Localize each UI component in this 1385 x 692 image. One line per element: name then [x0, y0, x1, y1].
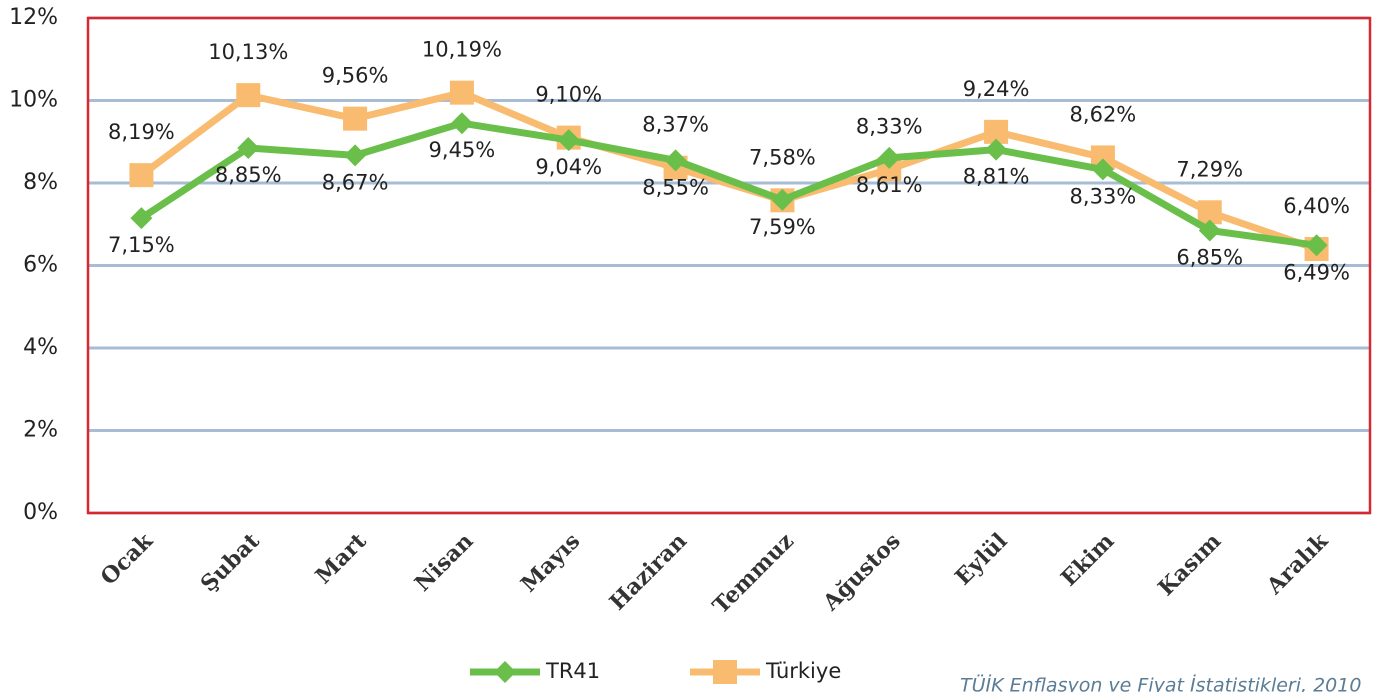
- data-label: 8,33%: [856, 114, 923, 138]
- marker: [985, 138, 1008, 161]
- x-tick-label: Haziran: [605, 528, 692, 615]
- y-tick-label: 10%: [9, 88, 58, 113]
- source-note: TÜİK Enflasyon ve Fiyat İstatistikleri, …: [960, 674, 1361, 692]
- marker: [713, 660, 737, 684]
- marker: [557, 129, 580, 152]
- x-tick-label: Ağustos: [817, 528, 905, 616]
- marker: [1305, 234, 1328, 257]
- y-tick-label: 12%: [9, 5, 58, 30]
- x-tick-label: Eylül: [950, 528, 1012, 590]
- marker: [878, 146, 901, 169]
- data-label: 6,49%: [1283, 260, 1350, 284]
- x-tick-label: Nisan: [410, 528, 479, 597]
- marker: [449, 80, 474, 105]
- x-tick-label: Ocak: [96, 528, 159, 591]
- data-label: 7,59%: [749, 215, 816, 239]
- data-label: 10,19%: [422, 38, 502, 62]
- series-line: [139, 119, 1318, 249]
- y-tick-label: 0%: [23, 500, 58, 525]
- y-tick-label: 2%: [23, 418, 58, 443]
- data-label: 9,04%: [535, 155, 602, 179]
- marker: [1198, 219, 1221, 242]
- data-label: 8,61%: [856, 173, 923, 197]
- data-label: 7,29%: [1176, 157, 1243, 181]
- marker: [129, 163, 154, 188]
- y-tick-label: 6%: [23, 253, 58, 278]
- data-label: 8,81%: [963, 165, 1030, 189]
- x-tick-label: Mayıs: [516, 528, 585, 597]
- data-label: 6,40%: [1283, 194, 1350, 218]
- data-label: 8,37%: [642, 113, 709, 137]
- x-tick-label: Ekim: [1056, 528, 1119, 591]
- data-label: 8,67%: [322, 170, 389, 194]
- x-tick-label: Şubat: [196, 528, 266, 598]
- data-label: 10,13%: [208, 40, 288, 64]
- legend-label: TR41: [545, 659, 600, 683]
- marker: [236, 83, 261, 108]
- data-label: 8,33%: [1070, 184, 1137, 208]
- data-label: 7,58%: [749, 145, 816, 169]
- x-tick-label: Kasım: [1153, 528, 1226, 601]
- data-label: 6,85%: [1176, 245, 1243, 269]
- data-label: 8,62%: [1070, 102, 1137, 126]
- marker: [494, 661, 516, 683]
- data-label: 9,45%: [429, 138, 496, 162]
- legend-label: Türkiye: [765, 659, 841, 683]
- data-label: 9,56%: [322, 64, 389, 88]
- marker: [130, 207, 153, 230]
- data-label: 8,19%: [108, 120, 175, 144]
- data-label: 8,85%: [215, 163, 282, 187]
- marker: [771, 188, 794, 211]
- data-label: 9,10%: [535, 83, 602, 107]
- x-tick-label: Temmuz: [708, 528, 799, 619]
- marker: [344, 144, 367, 167]
- data-label: 9,24%: [963, 77, 1030, 101]
- x-tick-label: Aralık: [1261, 528, 1334, 601]
- series-line: [139, 89, 1318, 253]
- marker: [1091, 158, 1114, 181]
- marker: [664, 149, 687, 172]
- y-tick-label: 4%: [23, 335, 58, 360]
- marker: [343, 106, 368, 131]
- marker: [450, 112, 473, 135]
- plot-frame: [86, 16, 1372, 515]
- y-tick-label: 8%: [23, 170, 58, 195]
- data-label: 8,55%: [642, 175, 709, 199]
- data-label: 7,15%: [108, 233, 175, 257]
- x-tick-label: Mart: [310, 528, 372, 590]
- marker: [237, 136, 260, 159]
